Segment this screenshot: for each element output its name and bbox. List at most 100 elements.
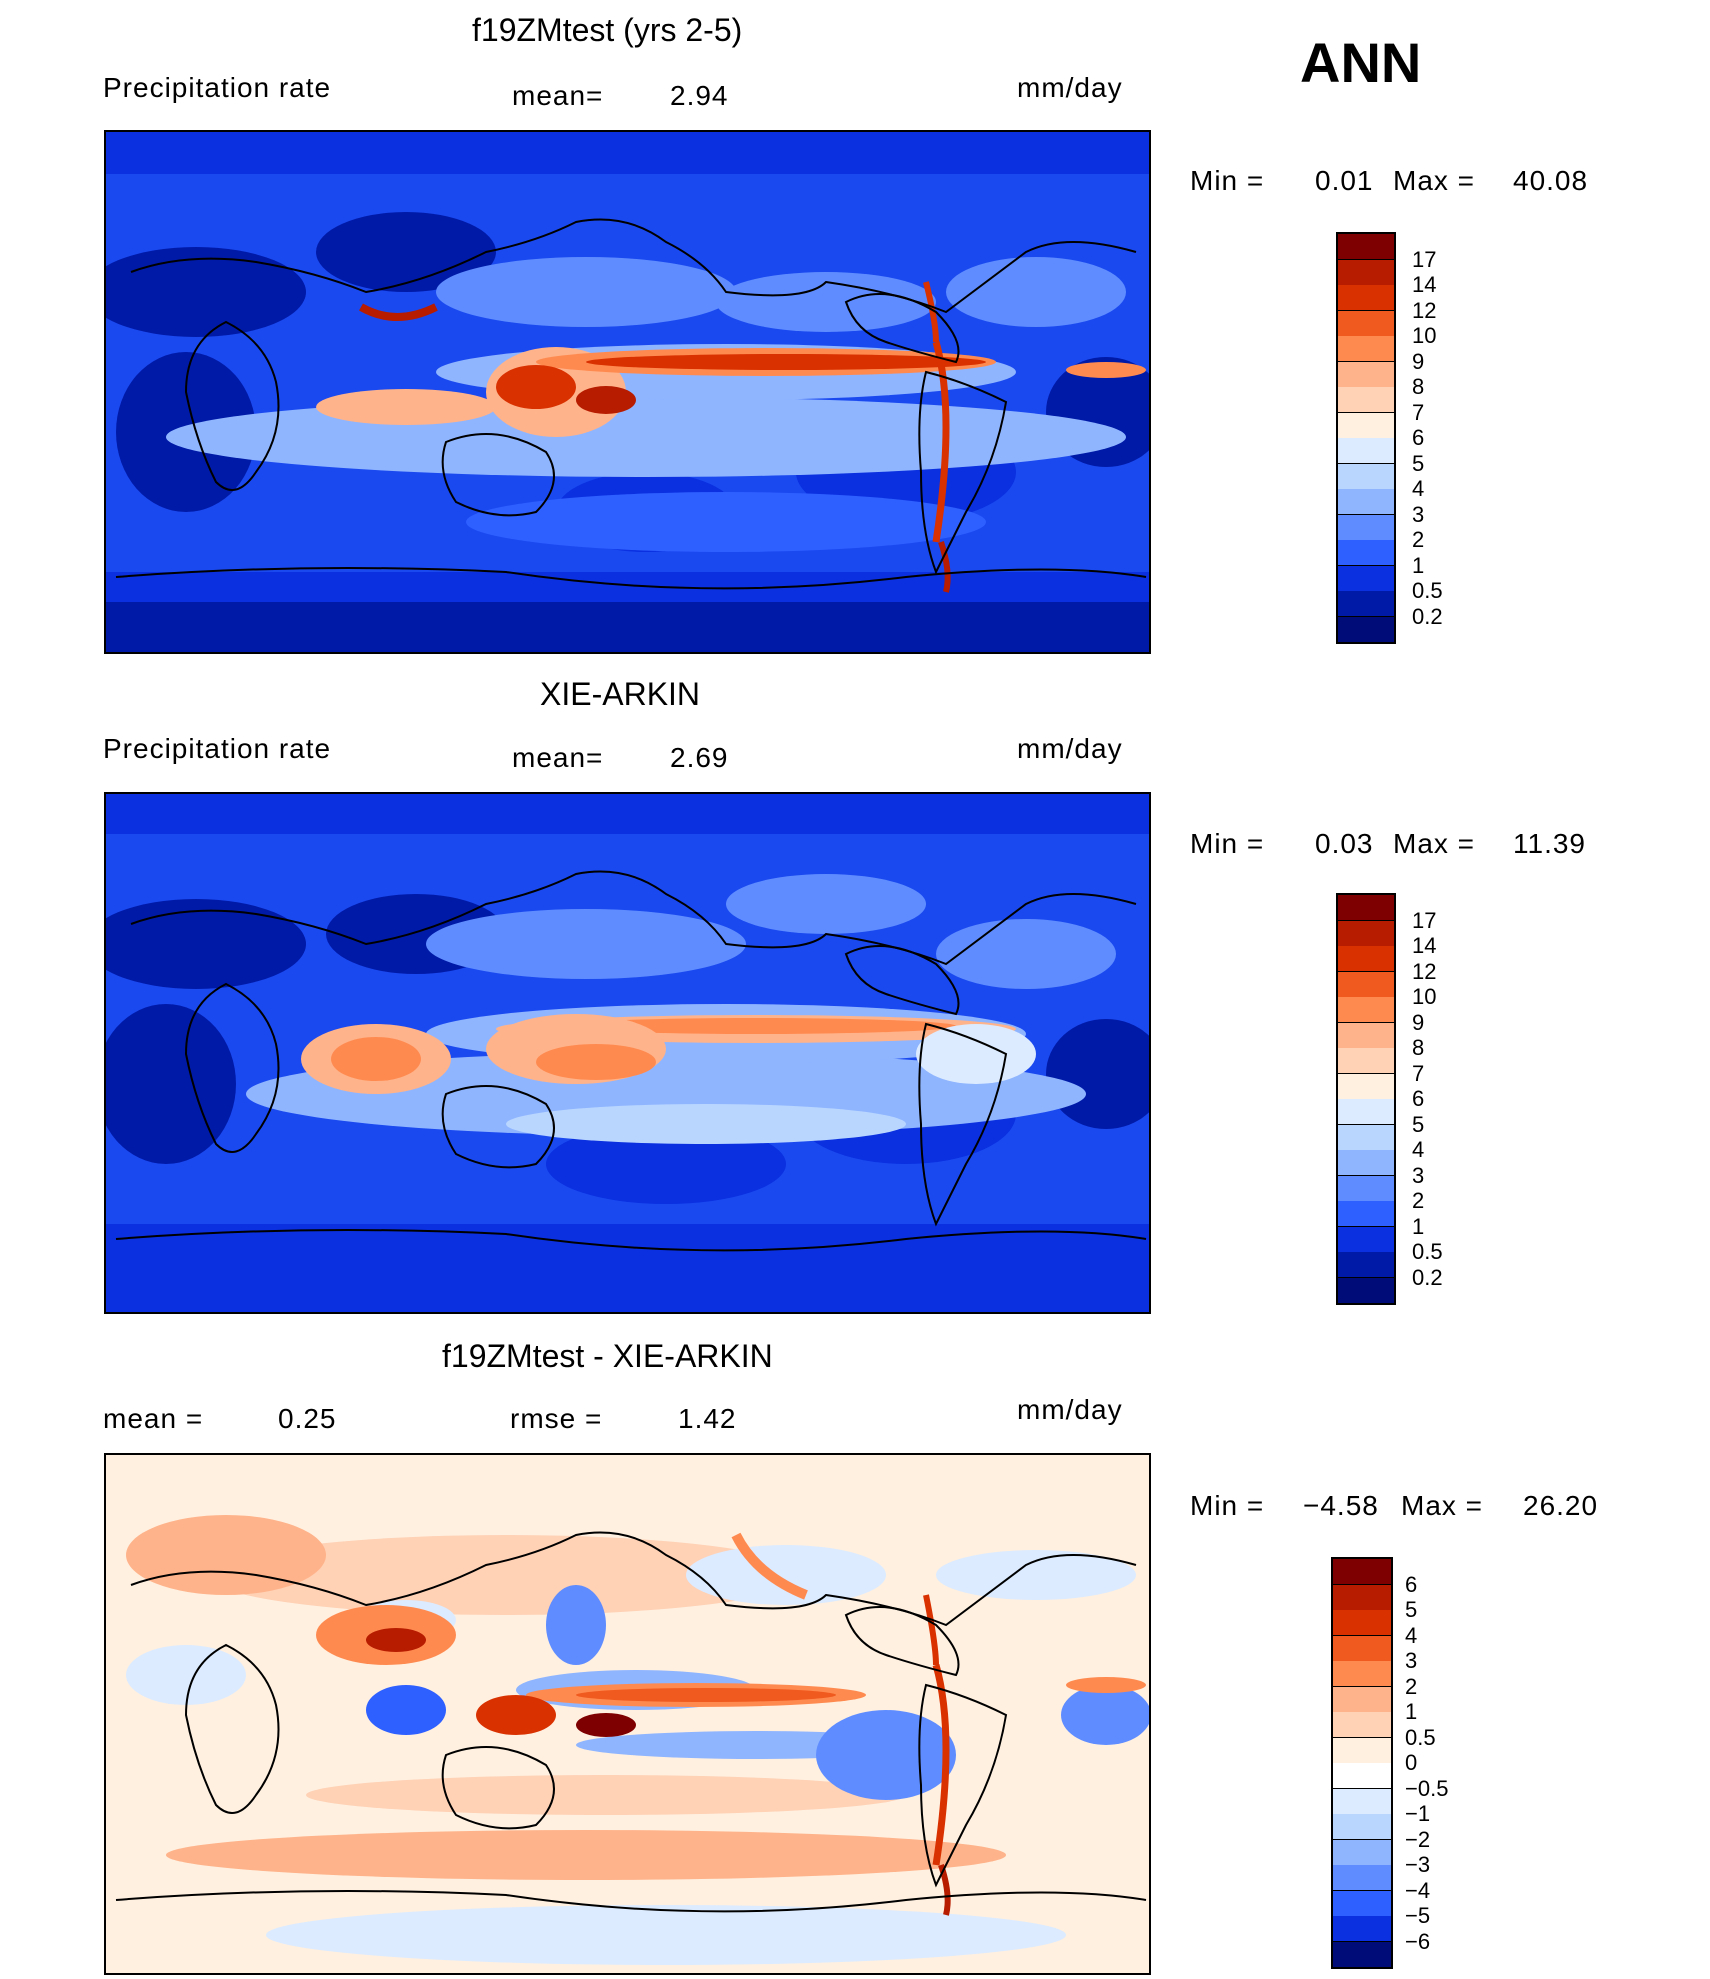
colorbar-swatch bbox=[1333, 1865, 1391, 1891]
colorbar-swatch bbox=[1338, 1150, 1394, 1176]
field-label: Precipitation rate bbox=[103, 733, 332, 764]
colorbar-tick-label: 5 bbox=[1412, 450, 1425, 476]
colorbar-swatch bbox=[1338, 412, 1394, 439]
colorbar-tick-label: 1 bbox=[1412, 1213, 1425, 1239]
colorbar-swatch bbox=[1338, 463, 1394, 490]
colorbar-tick-label: 3 bbox=[1412, 501, 1425, 527]
colorbar-swatch bbox=[1338, 1022, 1394, 1049]
colorbar bbox=[1331, 1557, 1393, 1969]
colorbar-swatch bbox=[1338, 438, 1394, 464]
colorbar-tick-label: 12 bbox=[1412, 958, 1437, 984]
colorbar-tick-label: 12 bbox=[1412, 297, 1437, 323]
colorbar-swatch bbox=[1338, 1099, 1394, 1125]
colorbar-swatch bbox=[1338, 234, 1394, 260]
colorbar-swatch bbox=[1338, 336, 1394, 362]
mean-value: 2.69 bbox=[670, 742, 729, 773]
colorbar-tick-label: −0.5 bbox=[1405, 1775, 1449, 1801]
colorbar-tick-label: 9 bbox=[1412, 1009, 1425, 1035]
colorbar-tick-label: 4 bbox=[1412, 1137, 1425, 1162]
units-label: mm/day bbox=[1017, 733, 1123, 764]
max-label: Max = bbox=[1393, 165, 1476, 196]
mean-value: 0.25 bbox=[278, 1403, 337, 1434]
precip-map-model bbox=[104, 130, 1151, 654]
colorbar-tick-label: 2 bbox=[1412, 1188, 1425, 1213]
rmse-value: 1.42 bbox=[678, 1403, 737, 1434]
panel-title: f19ZMtest - XIE-ARKIN bbox=[442, 1338, 773, 1374]
max-value: 26.20 bbox=[1523, 1490, 1599, 1521]
colorbar-swatch bbox=[1338, 1175, 1394, 1202]
colorbar-swatch bbox=[1338, 387, 1394, 413]
colorbar-swatch bbox=[1338, 310, 1394, 337]
colorbar-tick-label: 3 bbox=[1412, 1162, 1425, 1188]
min-value: 0.01 bbox=[1315, 165, 1374, 196]
max-value: 11.39 bbox=[1513, 828, 1586, 859]
colorbar-tick-label: 6 bbox=[1412, 425, 1425, 450]
colorbar-swatch bbox=[1338, 1073, 1394, 1100]
colorbar-tick-label: 8 bbox=[1412, 374, 1425, 399]
colorbar-swatch bbox=[1333, 1916, 1391, 1942]
colorbar-tick-label: 0.5 bbox=[1412, 578, 1443, 603]
colorbar-tick-label: 17 bbox=[1412, 907, 1437, 933]
colorbar-tick-label: 5 bbox=[1412, 1111, 1425, 1137]
colorbar-swatch bbox=[1338, 285, 1394, 311]
colorbar-tick-label: 8 bbox=[1412, 1035, 1425, 1060]
colorbar-tick-label: 6 bbox=[1405, 1571, 1418, 1597]
colorbar-swatch bbox=[1333, 1559, 1391, 1585]
min-label: Min = bbox=[1190, 165, 1265, 196]
colorbar-tick-label: 0 bbox=[1405, 1750, 1418, 1775]
colorbar bbox=[1336, 893, 1396, 1305]
colorbar-tick-label: 1 bbox=[1412, 552, 1425, 578]
colorbar-swatch bbox=[1338, 971, 1394, 998]
colorbar-tick-label: 5 bbox=[1405, 1597, 1418, 1622]
colorbar-swatch bbox=[1333, 1661, 1391, 1687]
colorbar-tick-label: 3 bbox=[1405, 1648, 1418, 1673]
colorbar-tick-label: 2 bbox=[1405, 1673, 1418, 1699]
colorbar-swatch bbox=[1338, 895, 1394, 921]
colorbar-swatch bbox=[1333, 1584, 1391, 1611]
panel-title: f19ZMtest (yrs 2-5) bbox=[472, 12, 743, 48]
field-label: Precipitation rate bbox=[103, 72, 332, 103]
colorbar-swatch bbox=[1338, 946, 1394, 972]
colorbar-tick-label: 0.2 bbox=[1412, 1264, 1443, 1290]
colorbar-swatch bbox=[1333, 1686, 1391, 1713]
colorbar-tick-label: 10 bbox=[1412, 323, 1437, 348]
colorbar-tick-label: −1 bbox=[1405, 1801, 1431, 1826]
colorbar-tick-label: 4 bbox=[1412, 476, 1425, 501]
colorbar-swatch bbox=[1338, 565, 1394, 592]
colorbar-tick-label: 14 bbox=[1412, 933, 1437, 958]
units-label: mm/day bbox=[1017, 1394, 1123, 1425]
colorbar-swatch bbox=[1333, 1610, 1391, 1636]
colorbar-tick-label: −2 bbox=[1405, 1826, 1431, 1852]
colorbar-tick-label: 17 bbox=[1412, 246, 1437, 272]
min-value: 0.03 bbox=[1315, 828, 1374, 859]
colorbar-swatch bbox=[1338, 540, 1394, 566]
max-label: Max = bbox=[1401, 1490, 1484, 1521]
colorbar-swatch bbox=[1333, 1635, 1391, 1662]
colorbar-tick-label: 0.5 bbox=[1412, 1239, 1443, 1264]
min-label: Min = bbox=[1190, 1490, 1265, 1521]
colorbar-swatch bbox=[1333, 1941, 1391, 1968]
colorbar-swatch bbox=[1333, 1763, 1391, 1789]
units-label: mm/day bbox=[1017, 72, 1123, 103]
colorbar-swatch bbox=[1338, 1048, 1394, 1074]
max-label: Max = bbox=[1393, 828, 1476, 859]
colorbar-tick-label: 0.2 bbox=[1412, 603, 1443, 629]
colorbar-swatch bbox=[1338, 361, 1394, 388]
max-value: 40.08 bbox=[1513, 165, 1589, 196]
colorbar-swatch bbox=[1338, 920, 1394, 947]
colorbar-swatch bbox=[1333, 1788, 1391, 1815]
colorbar-tick-label: 1 bbox=[1405, 1699, 1418, 1724]
min-value: −4.58 bbox=[1303, 1490, 1379, 1521]
colorbar-tick-label: 9 bbox=[1412, 348, 1425, 374]
mean-value: 2.94 bbox=[670, 80, 729, 111]
colorbar-tick-label: 10 bbox=[1412, 984, 1437, 1009]
colorbar-tick-label: 7 bbox=[1412, 1060, 1425, 1086]
colorbar-swatch bbox=[1338, 1201, 1394, 1227]
colorbar-tick-label: 7 bbox=[1412, 399, 1425, 425]
colorbar-tick-label: −4 bbox=[1405, 1877, 1431, 1903]
colorbar-tick-label: 6 bbox=[1412, 1086, 1425, 1111]
colorbar-swatch bbox=[1338, 514, 1394, 541]
colorbar-tick-label: −5 bbox=[1405, 1903, 1431, 1928]
colorbar-swatch bbox=[1338, 259, 1394, 286]
colorbar-swatch bbox=[1338, 1124, 1394, 1151]
